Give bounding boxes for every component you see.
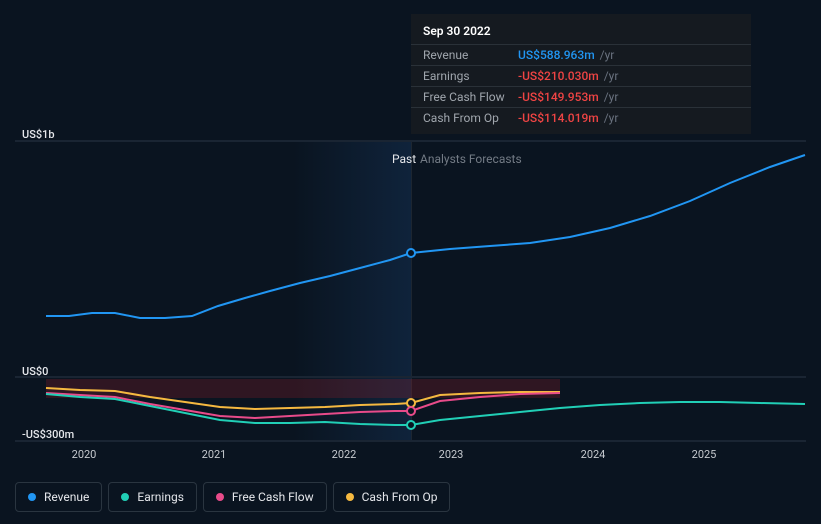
earnings-marker: [406, 420, 416, 430]
legend-label: Free Cash Flow: [232, 490, 314, 504]
revenue-marker: [406, 248, 416, 258]
tooltip-value: -US$210.030m: [518, 69, 599, 83]
legend-label: Earnings: [137, 490, 184, 504]
x-tick-2023: 2023: [439, 448, 464, 461]
x-tick-2021: 2021: [202, 448, 227, 461]
tooltip-unit: /yr: [604, 111, 619, 125]
x-axis: 2020 2021 2022 2023 2024 2025: [15, 448, 806, 464]
legend-revenue[interactable]: Revenue: [15, 482, 102, 512]
tooltip-row-revenue: Revenue US$588.963m /yr: [411, 44, 751, 65]
tooltip-unit: /yr: [604, 90, 619, 104]
legend-dot-icon: [28, 493, 36, 501]
legend: Revenue Earnings Free Cash Flow Cash Fro…: [15, 482, 450, 512]
revenue-line: [46, 155, 805, 318]
legend-dot-icon: [121, 493, 129, 501]
legend-dot-icon: [346, 493, 354, 501]
legend-dot-icon: [216, 493, 224, 501]
tooltip-row-fcf: Free Cash Flow -US$149.953m /yr: [411, 86, 751, 107]
tooltip-unit: /yr: [600, 48, 615, 62]
tooltip-unit: /yr: [604, 69, 619, 83]
tooltip-label: Free Cash Flow: [423, 90, 518, 104]
legend-earnings[interactable]: Earnings: [108, 482, 197, 512]
legend-fcf[interactable]: Free Cash Flow: [203, 482, 327, 512]
tooltip-value: US$588.963m: [518, 48, 595, 62]
tooltip-date: Sep 30 2022: [411, 24, 751, 44]
x-tick-2024: 2024: [581, 448, 606, 461]
x-tick-2020: 2020: [72, 448, 97, 461]
x-tick-2022: 2022: [332, 448, 357, 461]
tooltip-row-cashop: Cash From Op -US$114.019m /yr: [411, 107, 751, 128]
tooltip-row-earnings: Earnings -US$210.030m /yr: [411, 65, 751, 86]
tooltip-value: -US$114.019m: [518, 111, 599, 125]
fcf-line: [46, 393, 560, 418]
fcf-marker: [406, 406, 416, 416]
legend-cashop[interactable]: Cash From Op: [333, 482, 451, 512]
data-tooltip: Sep 30 2022 Revenue US$588.963m /yr Earn…: [411, 14, 751, 134]
tooltip-value: -US$149.953m: [518, 90, 599, 104]
legend-label: Revenue: [44, 490, 89, 504]
tooltip-label: Revenue: [423, 48, 518, 62]
tooltip-label: Cash From Op: [423, 111, 518, 125]
x-tick-2025: 2025: [692, 448, 717, 461]
tooltip-label: Earnings: [423, 69, 518, 83]
legend-label: Cash From Op: [362, 490, 438, 504]
financials-chart: Past Analysts Forecasts US$1b US$0 -US$3…: [0, 0, 821, 524]
